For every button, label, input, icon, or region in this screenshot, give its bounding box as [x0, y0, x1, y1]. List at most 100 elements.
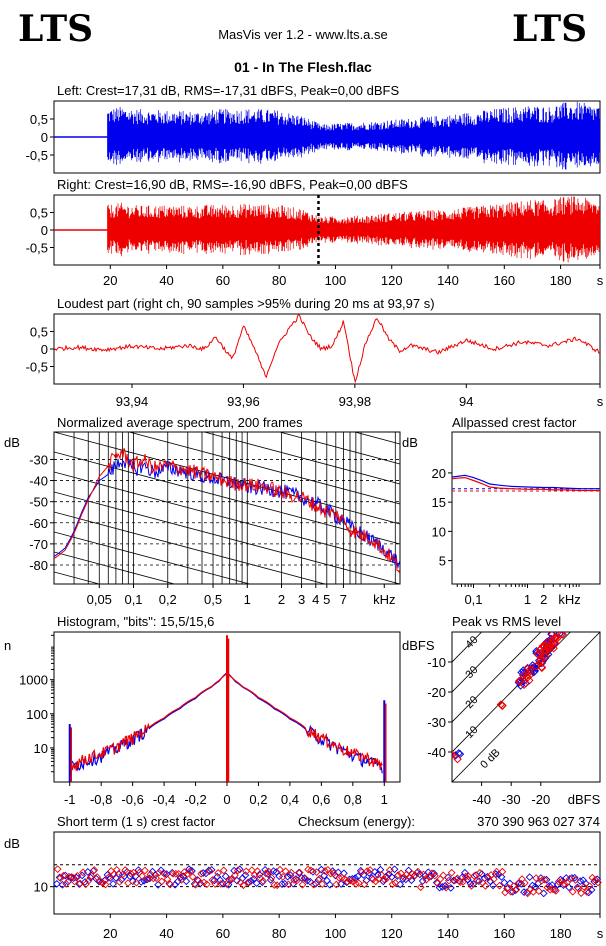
- short_term_crest-point-left: [72, 873, 81, 882]
- spectrum-xtick-label: 0,05: [87, 592, 112, 607]
- peak_vs_rms-point-right: [539, 646, 549, 655]
- short_term_crest-point-right: [188, 872, 197, 881]
- peak_vs_rms-point-right: [496, 700, 506, 709]
- short_term_crest-checksum-label: Checksum (energy):: [298, 814, 415, 829]
- short_term_crest-point-left: [109, 879, 117, 888]
- short_term_crest-point-right: [264, 867, 273, 876]
- peak_vs_rms-point-right: [541, 646, 551, 655]
- spectrum-diagonals: [54, 432, 400, 584]
- short_term_crest-point-right: [495, 881, 504, 890]
- right-waveform: [107, 196, 600, 263]
- short_term_crest-point-right: [543, 883, 552, 892]
- peak_vs_rms-crest-label: 30: [463, 664, 480, 681]
- short_term_crest-point-right: [281, 867, 290, 876]
- short_term_crest-point-right: [506, 887, 515, 896]
- short_term_crest-point-right: [98, 879, 107, 887]
- short_term_crest-point-right: [256, 874, 265, 883]
- short_term_crest-point-right: [346, 876, 355, 885]
- right-xtick-label: 20: [103, 273, 117, 288]
- short_term_crest-point-right: [371, 877, 380, 886]
- short_term_crest-point-right: [591, 876, 600, 884]
- right-xtick-label: 100: [325, 273, 347, 288]
- spectrum-ytick-label: -60: [29, 516, 48, 531]
- short_term_crest-point-right: [217, 879, 225, 888]
- short_term_crest-point-right: [467, 882, 476, 890]
- peak_vs_rms-ytick-label: -40: [427, 745, 446, 760]
- short_term_crest-point-right: [301, 874, 310, 883]
- histogram-xtick-label: 0,8: [344, 792, 362, 807]
- short_term_crest-point-right: [402, 870, 411, 879]
- spectrum-ytick-label: -50: [29, 495, 48, 510]
- short_term_crest-point-right: [174, 869, 183, 878]
- short_term_crest-point-right: [368, 875, 377, 884]
- short_term_crest-point-left: [334, 868, 343, 877]
- short_term_crest-xtick-label: 180: [550, 926, 572, 941]
- peak_vs_rms-title: Peak vs RMS level: [452, 614, 561, 629]
- short_term_crest-point-right: [84, 876, 93, 885]
- short_term_crest-point-right: [273, 881, 282, 890]
- short_term_crest-point-right: [152, 874, 161, 883]
- allpass-title: Allpassed crest factor: [452, 415, 577, 430]
- short_term_crest-point-left: [500, 878, 509, 887]
- short_term_crest-point-right: [132, 878, 141, 887]
- right-xtick-label: 160: [493, 273, 515, 288]
- allpass-ylabel: dB: [402, 435, 418, 450]
- short_term_crest-point-right: [428, 869, 436, 878]
- spectrum-diagonal: [202, 432, 400, 485]
- short_term_crest-point-right: [484, 873, 493, 882]
- short_term_crest-point-right: [225, 876, 234, 884]
- short_term_crest-point-right: [157, 877, 166, 886]
- short_term_crest-point-right: [259, 877, 268, 885]
- short_term_crest-point-right: [67, 873, 76, 881]
- short_term_crest-point-right: [245, 878, 253, 887]
- right-ytick-label: 0: [41, 223, 48, 238]
- short_term_crest-point-right: [439, 871, 448, 880]
- peak_vs_rms-crest-label: 10: [463, 724, 480, 741]
- short_term_crest-point-right: [309, 880, 318, 889]
- spectrum-diagonal: [54, 531, 252, 584]
- short_term_crest-point-left: [283, 872, 292, 881]
- short_term_crest-point-right: [70, 877, 79, 886]
- short_term_crest-point-left: [497, 872, 506, 881]
- short_term_crest-point-right: [574, 884, 583, 893]
- spectrum-ytick-label: -30: [29, 452, 48, 467]
- left-ytick-label: 0,5: [30, 112, 48, 127]
- short_term_crest-point-right: [520, 878, 529, 887]
- short_term_crest-point-left: [162, 870, 171, 878]
- short_term_crest-point-left: [83, 867, 92, 876]
- allpass-xtick-label: 0,1: [464, 592, 482, 607]
- short_term_crest-point-right: [76, 879, 85, 888]
- short_term_crest-ylabel: dB: [4, 836, 20, 851]
- spectrum-ytick-label: -70: [29, 537, 48, 552]
- short_term_crest-point-right: [450, 876, 459, 885]
- right-xtick-label: 60: [216, 273, 230, 288]
- histogram-xtick-label: 0: [223, 792, 230, 807]
- file-title: 01 - In The Flesh.flac: [234, 59, 372, 75]
- short_term_crest-point-right: [194, 876, 203, 885]
- peak_vs_rms-crest-label: 20: [463, 694, 480, 711]
- short_term_crest-point-right: [197, 869, 206, 878]
- short_term_crest-point-right: [298, 880, 307, 889]
- short_term_crest-point-right: [138, 872, 146, 880]
- short_term_crest-point-right: [549, 885, 557, 894]
- right-xtick-label: 80: [272, 273, 286, 288]
- histogram-xtick-label: 0,6: [312, 792, 330, 807]
- short_term_crest-point-right: [177, 875, 186, 884]
- short_term_crest-point-right: [276, 865, 284, 874]
- short_term_crest-point-right: [104, 873, 113, 882]
- peak_vs_rms-crest-label: 0 dB: [478, 747, 502, 771]
- short_term_crest-point-right: [200, 878, 208, 887]
- spectrum-xtick-label: 0,2: [159, 592, 177, 607]
- spectrum-ytick-label: -80: [29, 558, 48, 573]
- spectrum-xtick-label: 4: [312, 592, 319, 607]
- spectrum-diagonal: [54, 551, 176, 584]
- short_term_crest-point-left: [188, 867, 196, 875]
- short_term_crest-point-left: [351, 874, 360, 883]
- peak_vs_rms-xlabel: dBFS: [568, 792, 601, 807]
- short_term_crest-point-right: [380, 875, 389, 884]
- short_term_crest-point-right: [253, 867, 262, 876]
- short_term_crest-point-right: [557, 877, 566, 886]
- short_term_crest-point-left: [354, 872, 362, 881]
- short_term_crest-point-right: [121, 866, 130, 874]
- right-xtick-label: 180: [550, 273, 572, 288]
